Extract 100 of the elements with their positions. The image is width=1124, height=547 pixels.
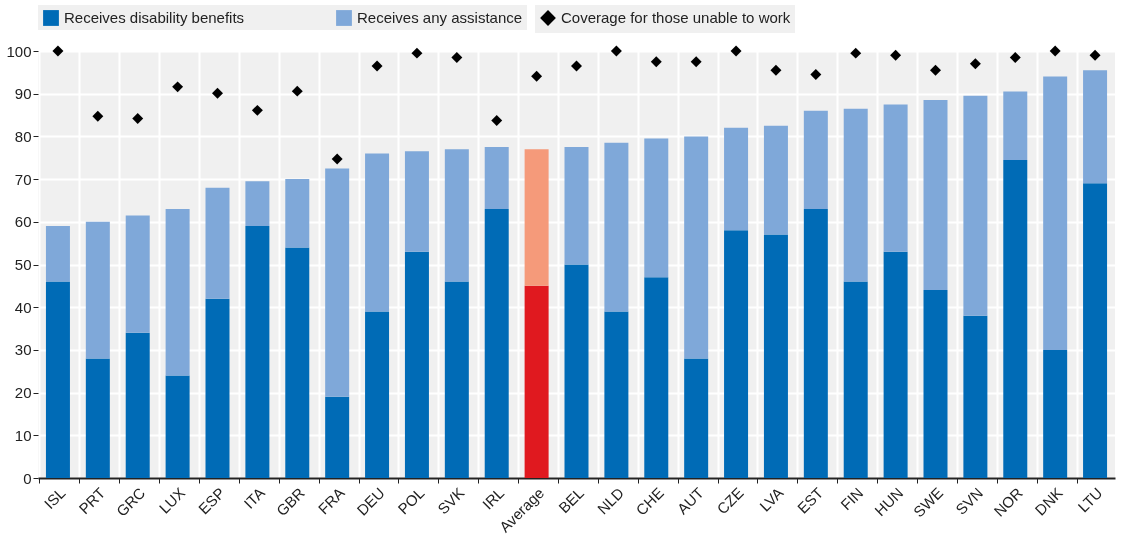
y-tick-label: 0 <box>23 469 32 487</box>
bar <box>724 127 749 231</box>
bar <box>1043 76 1068 350</box>
legend-label: Receives disability benefits <box>64 9 245 26</box>
bar <box>763 125 788 235</box>
bar <box>125 332 150 478</box>
bar <box>45 281 70 478</box>
y-tick-label: 40 <box>14 298 32 316</box>
x-tick-label: ITA <box>240 484 268 512</box>
bar <box>843 281 868 478</box>
point <box>1009 51 1021 63</box>
y-tick-label: 100 <box>6 42 32 60</box>
x-tick-label: BEL <box>555 484 588 517</box>
point <box>730 45 742 57</box>
bar <box>763 234 788 478</box>
point <box>930 64 941 76</box>
bar <box>285 179 310 248</box>
bar <box>165 375 190 478</box>
y-tick-label: 30 <box>14 341 32 359</box>
bar <box>365 311 390 478</box>
bar <box>165 208 190 376</box>
bar <box>524 285 549 478</box>
legend-label: Coverage for those unable to work <box>561 9 791 26</box>
bar <box>45 226 70 282</box>
bar <box>644 277 669 478</box>
point <box>212 87 223 99</box>
bar <box>325 168 350 397</box>
y-tick-label: 60 <box>14 213 32 231</box>
bar <box>883 104 908 252</box>
bar <box>484 147 509 209</box>
point <box>531 70 543 82</box>
bar <box>524 149 549 286</box>
point <box>251 104 263 116</box>
bar <box>684 136 709 359</box>
point <box>810 69 822 80</box>
bar <box>843 108 868 282</box>
point <box>690 56 702 68</box>
bar <box>644 138 669 278</box>
x-tick-label: FIN <box>837 484 867 514</box>
legend-label: Receives any assistance <box>357 9 523 26</box>
bar <box>963 315 988 478</box>
bar <box>125 215 150 333</box>
bar <box>1003 159 1028 478</box>
bar <box>1003 91 1028 160</box>
point <box>411 47 423 59</box>
bar <box>404 251 429 478</box>
bar <box>1083 70 1108 184</box>
bar <box>684 358 709 478</box>
y-tick-label: 80 <box>14 127 32 145</box>
bar <box>245 181 270 227</box>
point <box>371 60 383 72</box>
point <box>92 110 104 122</box>
y-tick-label: 70 <box>14 170 32 188</box>
point <box>451 51 463 63</box>
point <box>1049 45 1061 57</box>
point <box>571 60 582 72</box>
point <box>331 153 343 165</box>
point <box>890 49 902 61</box>
bar <box>484 208 509 478</box>
point <box>770 64 782 76</box>
bar <box>923 100 948 291</box>
bar <box>85 358 110 478</box>
y-tick-label: 90 <box>14 85 32 103</box>
bar <box>1083 183 1108 478</box>
x-tick-label: LVA <box>756 484 787 515</box>
bar <box>444 149 469 282</box>
bar <box>245 226 270 478</box>
bar <box>803 208 828 478</box>
bar <box>963 95 988 316</box>
point <box>850 47 862 59</box>
bar <box>564 147 589 265</box>
point <box>132 112 144 124</box>
point <box>969 58 981 70</box>
bar <box>803 110 828 209</box>
y-tick-label: 10 <box>14 426 32 444</box>
y-tick-label: 20 <box>14 384 32 402</box>
bar <box>883 251 908 478</box>
point <box>1089 49 1101 61</box>
bar <box>325 396 350 478</box>
bar <box>724 230 749 478</box>
bar <box>205 298 230 478</box>
point <box>491 115 503 127</box>
x-tick-label: POL <box>394 484 428 518</box>
point <box>610 45 622 57</box>
bar <box>923 290 948 478</box>
bar <box>205 187 230 299</box>
y-tick-label: 50 <box>14 256 32 273</box>
point <box>52 45 64 57</box>
point <box>650 56 662 68</box>
x-tick-label: ISL <box>40 484 69 513</box>
bar <box>285 247 310 478</box>
bar <box>604 142 629 312</box>
bar <box>365 153 390 312</box>
bar <box>404 151 429 252</box>
bar <box>1043 349 1068 478</box>
point <box>172 81 184 93</box>
bar <box>444 281 469 478</box>
bar <box>604 311 629 478</box>
bar <box>564 264 589 478</box>
bar <box>85 221 110 359</box>
